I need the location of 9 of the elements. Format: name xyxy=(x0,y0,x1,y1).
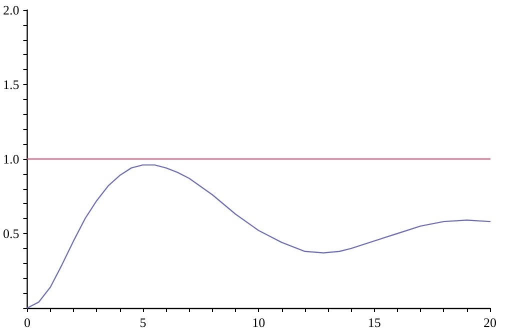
y-tick-label: 0.5 xyxy=(3,226,20,241)
x-tick-label: 0 xyxy=(24,315,30,330)
x-tick-label: 5 xyxy=(140,315,146,330)
x-tick-label: 20 xyxy=(484,315,496,330)
y-tick-label: 1.0 xyxy=(3,152,20,166)
y-tick-label: 1.5 xyxy=(3,77,20,92)
y-tick-label: 2.0 xyxy=(3,2,20,18)
x-tick-label: 15 xyxy=(368,315,381,330)
x-tick-label: 10 xyxy=(252,315,266,330)
